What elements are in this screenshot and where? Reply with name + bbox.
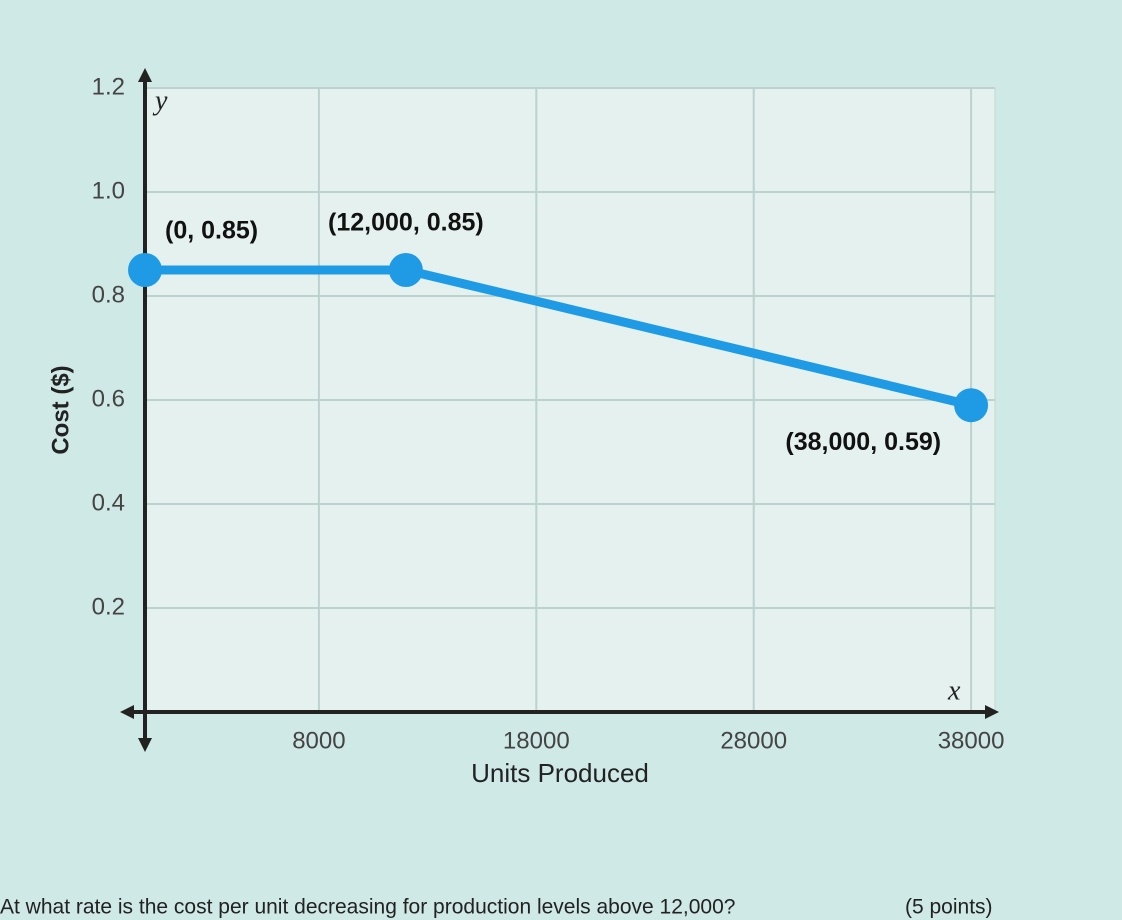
x-tick-label: 8000	[292, 727, 345, 754]
x-tick-label: 28000	[720, 727, 787, 754]
point	[954, 388, 989, 423]
x-tick-label: 38000	[938, 727, 1005, 754]
y-tick-label: 0.2	[92, 593, 125, 620]
x-axis-arrow	[985, 705, 999, 719]
x-axis-arrow	[120, 705, 134, 719]
y-tick-label: 0.8	[92, 281, 125, 308]
question-points: (5 points)	[905, 896, 993, 919]
y-axis-label: Cost ($)	[47, 365, 74, 454]
y-axis-arrow	[138, 68, 152, 82]
point-label: (0, 0.85)	[165, 217, 258, 245]
point	[128, 253, 162, 287]
y-tick-label: 0.4	[92, 489, 125, 516]
point-label: (12,000, 0.85)	[328, 209, 484, 237]
y-axis-letter: y	[152, 85, 168, 116]
y-tick-label: 1.0	[92, 177, 125, 204]
x-axis-letter: x	[947, 675, 961, 706]
y-tick-label: 1.2	[92, 73, 125, 100]
y-axis-arrow	[138, 738, 152, 752]
point	[388, 253, 423, 287]
question-text: At what rate is the cost per unit decrea…	[0, 896, 735, 919]
x-tick-label: 18000	[503, 727, 570, 754]
y-tick-label: 0.6	[92, 385, 125, 412]
x-axis-label: Units Produced	[471, 758, 649, 788]
point-label: (38,000, 0.59)	[785, 428, 941, 456]
